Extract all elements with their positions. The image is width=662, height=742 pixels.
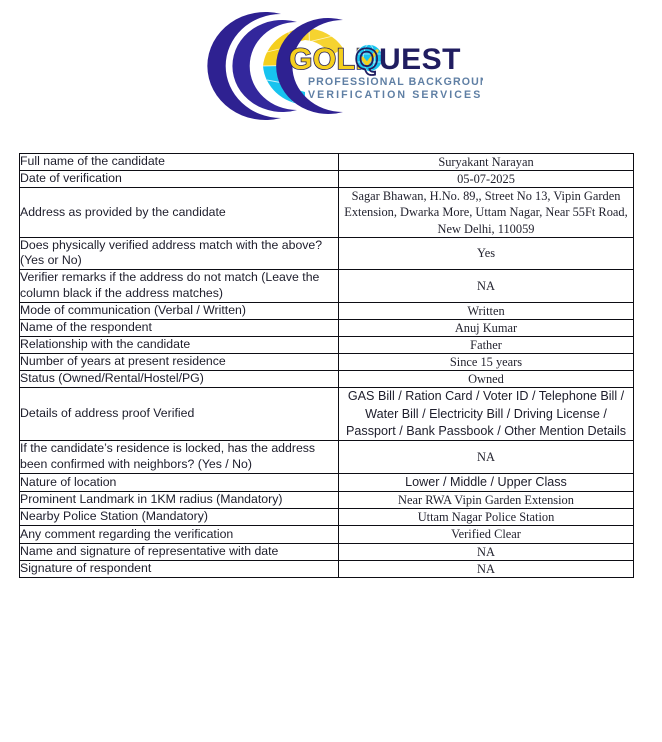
row-value[interactable]: Verified Clear: [338, 525, 634, 544]
row-value[interactable]: Father: [338, 335, 634, 354]
table-row: Does physically verified address match w…: [19, 236, 634, 271]
table-row: Address as provided by the candidate Saga…: [19, 187, 634, 238]
table-row: Status (Owned/Rental/Hostel/PG) Owned: [19, 370, 634, 389]
row-label: Relationship with the candidate: [19, 335, 339, 354]
row-value[interactable]: 05-07-2025: [338, 170, 634, 189]
row-label: Full name of the candidate: [19, 152, 339, 172]
row-label: Details of address proof Verified: [19, 387, 339, 442]
table-row: Nature of location Lower / Middle / Upper…: [19, 472, 634, 493]
row-label: Signature of respondent: [19, 559, 339, 578]
row-label: Prominent Landmark in 1KM radius (Mandat…: [19, 491, 339, 510]
row-value[interactable]: Yes: [338, 236, 634, 271]
table-row: Nearby Police Station (Mandatory) Uttam N…: [19, 508, 634, 527]
row-label: If the candidate’s residence is locked, …: [19, 440, 339, 474]
table-row: Signature of respondent NA: [19, 559, 634, 578]
table-row: Number of years at present residence Sinc…: [19, 352, 634, 372]
row-label: Name and signature of representative wit…: [19, 542, 339, 561]
table-row: Prominent Landmark in 1KM radius (Mandat…: [19, 491, 634, 510]
row-label: Number of years at present residence: [19, 352, 339, 372]
goldquest-logo-graphic: GOLD Q UEST PROFESSIONAL BACKGROUND VERI…: [207, 11, 483, 121]
logo-header: GOLD Q UEST PROFESSIONAL BACKGROUND VERI…: [0, 0, 662, 132]
logo-tagline-line1: PROFESSIONAL BACKGROUND: [308, 76, 483, 88]
row-value[interactable]: GAS Bill / Ration Card / Voter ID / Tele…: [338, 387, 634, 442]
row-label: Status (Owned/Rental/Hostel/PG): [19, 370, 339, 389]
row-label: Nearby Police Station (Mandatory): [19, 508, 339, 527]
logo-tagline-line2: VERIFICATION SERVICES: [308, 89, 482, 101]
logo-word-quest-outline: Q: [355, 43, 379, 76]
row-value[interactable]: Uttam Nagar Police Station: [338, 508, 634, 527]
table-row: Date of verification 05-07-2025: [19, 170, 634, 189]
verification-form-table: Full name of the candidate Suryakant Nara…: [19, 152, 634, 578]
table-row: Any comment regarding the verification Ve…: [19, 525, 634, 544]
table-row: Full name of the candidate Suryakant Nara…: [19, 152, 634, 172]
row-value[interactable]: NA: [338, 269, 634, 303]
row-value[interactable]: NA: [338, 440, 634, 474]
row-value[interactable]: Anuj Kumar: [338, 318, 634, 337]
table-row: Name and signature of representative wit…: [19, 542, 634, 561]
verification-form-body: Full name of the candidate Suryakant Nara…: [19, 152, 634, 578]
row-label: Mode of communication (Verbal / Written): [19, 301, 339, 320]
row-label: Nature of location: [19, 472, 339, 493]
row-label: Name of the respondent: [19, 318, 339, 337]
row-value[interactable]: Lower / Middle / Upper Class: [338, 472, 634, 493]
table-row: Mode of communication (Verbal / Written)…: [19, 301, 634, 320]
row-value[interactable]: Suryakant Narayan: [338, 152, 634, 172]
goldquest-logo: GOLD Q UEST PROFESSIONAL BACKGROUND VERI…: [193, 6, 483, 126]
row-value[interactable]: NA: [338, 559, 634, 578]
row-value[interactable]: Near RWA Vipin Garden Extension: [338, 491, 634, 510]
row-value[interactable]: Sagar Bhawan, H.No. 89,, Street No 13, V…: [338, 187, 634, 238]
row-label: Date of verification: [19, 170, 339, 189]
row-value[interactable]: Owned: [338, 370, 634, 389]
row-label: Address as provided by the candidate: [19, 187, 339, 238]
row-value[interactable]: Written: [338, 301, 634, 320]
table-row: If the candidate’s residence is locked, …: [19, 440, 634, 474]
row-label: Any comment regarding the verification: [19, 525, 339, 544]
row-label: Verifier remarks if the address do not m…: [19, 269, 339, 303]
table-row: Name of the respondent Anuj Kumar: [19, 318, 634, 337]
logo-word-quest: UEST: [379, 43, 461, 76]
table-row: Relationship with the candidate Father: [19, 335, 634, 354]
table-row: Details of address proof Verified GAS Bil…: [19, 387, 634, 442]
row-value[interactable]: NA: [338, 542, 634, 561]
table-row: Verifier remarks if the address do not m…: [19, 269, 634, 303]
row-value[interactable]: Since 15 years: [338, 352, 634, 372]
row-label: Does physically verified address match w…: [19, 236, 339, 271]
